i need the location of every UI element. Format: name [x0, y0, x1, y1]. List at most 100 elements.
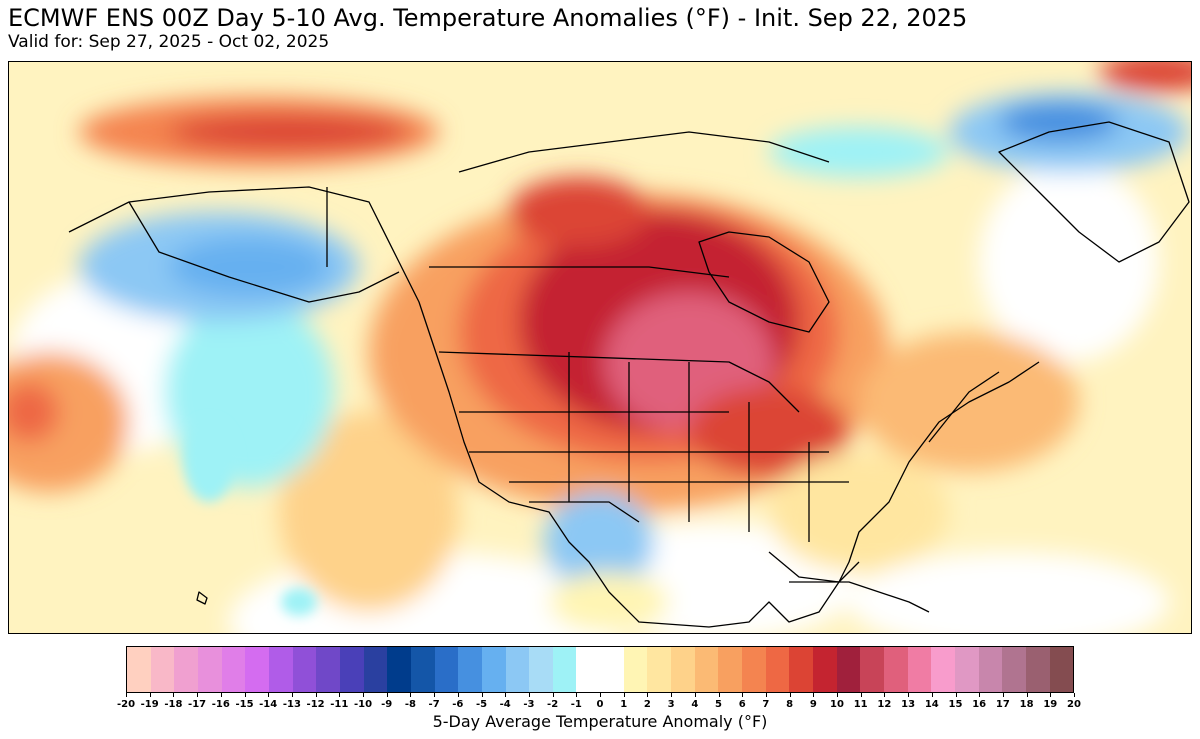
colorbar-tick-label: -16 [211, 699, 230, 710]
colorbar-tick-label: -4 [499, 699, 511, 710]
colorbar-tick-mark [860, 693, 862, 697]
colorbar-tick-mark [955, 693, 957, 697]
labrador-sea-neutral [979, 162, 1159, 362]
arctic-islands-outline [458, 131, 830, 173]
colorbar-swatch [339, 647, 364, 692]
state-lines-vertical [568, 352, 810, 542]
colorbar-swatch [623, 647, 648, 692]
colorbar-tick-label: -9 [381, 699, 393, 710]
colorbar-tick-label: 15 [948, 699, 963, 710]
colorbar-tick-label: 8 [786, 699, 794, 710]
colorbar-tick-label: 20 [1067, 699, 1081, 710]
colorbar-tick-label: 13 [901, 699, 916, 710]
anomaly-map [8, 61, 1192, 634]
anomaly-map-canvas [9, 62, 1191, 633]
colorbar-swatch [1049, 647, 1074, 692]
colorbar-tick-label: 17 [995, 699, 1010, 710]
colorbar-tick-label: -2 [547, 699, 559, 710]
colorbar-swatch [671, 647, 695, 692]
colorbar-tick-label: -1 [570, 699, 582, 710]
colorbar-swatch [860, 647, 884, 692]
colorbar-tick-label: 4 [691, 699, 699, 710]
colorbar-tick-mark [197, 693, 199, 697]
colorbar-tick-label: 1 [620, 699, 628, 710]
colorbar-tick-label: 18 [1019, 699, 1034, 710]
colorbar-tick-label: -18 [164, 699, 183, 710]
colorbar-swatch [363, 647, 388, 692]
alaska-cool-core [169, 237, 329, 297]
colorbar-tick-mark [789, 693, 791, 697]
colorbar-tick-mark [505, 693, 507, 697]
baffin-bay-cool [769, 127, 949, 177]
colorbar-tick-mark [623, 693, 625, 697]
boundaries [68, 121, 1190, 628]
colorbar-tick-mark [908, 693, 910, 697]
colorbar-swatch [884, 647, 908, 692]
florida-outline [768, 551, 860, 583]
colorbar-tick-label: 9 [809, 699, 817, 710]
alaska-outline [128, 201, 400, 303]
colorbar-tick-label: 0 [596, 699, 604, 710]
nova-scotia-outline [928, 371, 1000, 443]
west-pacific-warm-core [9, 382, 59, 442]
greenland-outline [998, 121, 1190, 263]
colorbar-tick-mark [718, 693, 720, 697]
subtropical-pacific-warm [279, 412, 459, 612]
colorbar-tick-mark [315, 693, 317, 697]
colorbar-swatch [836, 647, 861, 692]
colorbar-tick-mark [363, 693, 364, 697]
colorbar-swatch [552, 647, 577, 692]
colorbar-tick-mark [149, 693, 151, 697]
colorbar-swatch [789, 647, 814, 692]
colorbar-label: 5-Day Average Temperature Anomaly (°F) [432, 712, 768, 731]
colorbar-tick-label: 16 [972, 699, 987, 710]
arctic-canada-warm [509, 177, 649, 247]
colorbar-tick-mark [481, 693, 483, 697]
colorbar-swatch [529, 647, 553, 692]
colorbar-swatch [221, 647, 246, 692]
colorbar-tick-mark [837, 693, 838, 697]
greenland-cool-core [999, 102, 1119, 142]
colorbar-tick-label: 5 [715, 699, 722, 710]
valid-period: Valid for: Sep 27, 2025 - Oct 02, 2025 [8, 32, 330, 52]
colorbar-swatch [647, 647, 672, 692]
colorbar-tick-mark [410, 693, 412, 697]
colorbar-tick-label: 12 [877, 699, 892, 710]
colorbar-tick-mark [528, 693, 530, 697]
colorbar-tick-label: -20 [116, 699, 136, 710]
colorbar-swatch [481, 647, 506, 692]
colorbar-tick-mark [173, 693, 175, 697]
colorbar-swatch [931, 647, 955, 692]
us-mexico-border [529, 501, 640, 523]
colorbar-tick-mark [220, 693, 222, 697]
mexico-southwest-cool [544, 492, 654, 592]
colorbar-tick-mark [813, 693, 815, 697]
southern-mexico-mild [549, 572, 669, 632]
colorbar-swatch [316, 647, 340, 692]
colorbar-tick-mark [1050, 693, 1052, 697]
colorbar-swatch [387, 647, 411, 692]
colorbar-swatch [765, 647, 790, 692]
colorbar-tick-label: 3 [667, 699, 675, 710]
colorbar-swatch [174, 647, 198, 692]
colorbar-swatch [505, 647, 530, 692]
continent-outline [68, 186, 1040, 628]
colorbar-tick-label: 7 [762, 699, 770, 710]
colorbar-tick-label: -19 [140, 699, 159, 710]
colorbar-ticks: -20 -19 -18 -17 -16 -15 -14 -13 -12 -11 -10 -9 -8 -7-… [117, 693, 1081, 713]
colorbar-swatch [245, 647, 269, 692]
colorbar-tick-mark [671, 693, 673, 697]
colorbar-swatch [1002, 647, 1026, 692]
cuba-outline [789, 581, 930, 613]
colorbar-tick-label: -11 [330, 699, 349, 710]
colorbar-tick-mark [434, 693, 436, 697]
colorbar-tick-mark [386, 693, 388, 697]
colorbar-swatch [978, 647, 1003, 692]
colorbar-tick-mark [694, 693, 696, 697]
colorbar-swatch [600, 647, 624, 692]
colorbar-swatch [742, 647, 766, 692]
eastern-us-mild [769, 452, 949, 572]
colorbar-tick-mark [765, 693, 767, 697]
colorbar-tick-mark [884, 693, 886, 697]
colorbar-tick-label: -12 [306, 699, 325, 710]
